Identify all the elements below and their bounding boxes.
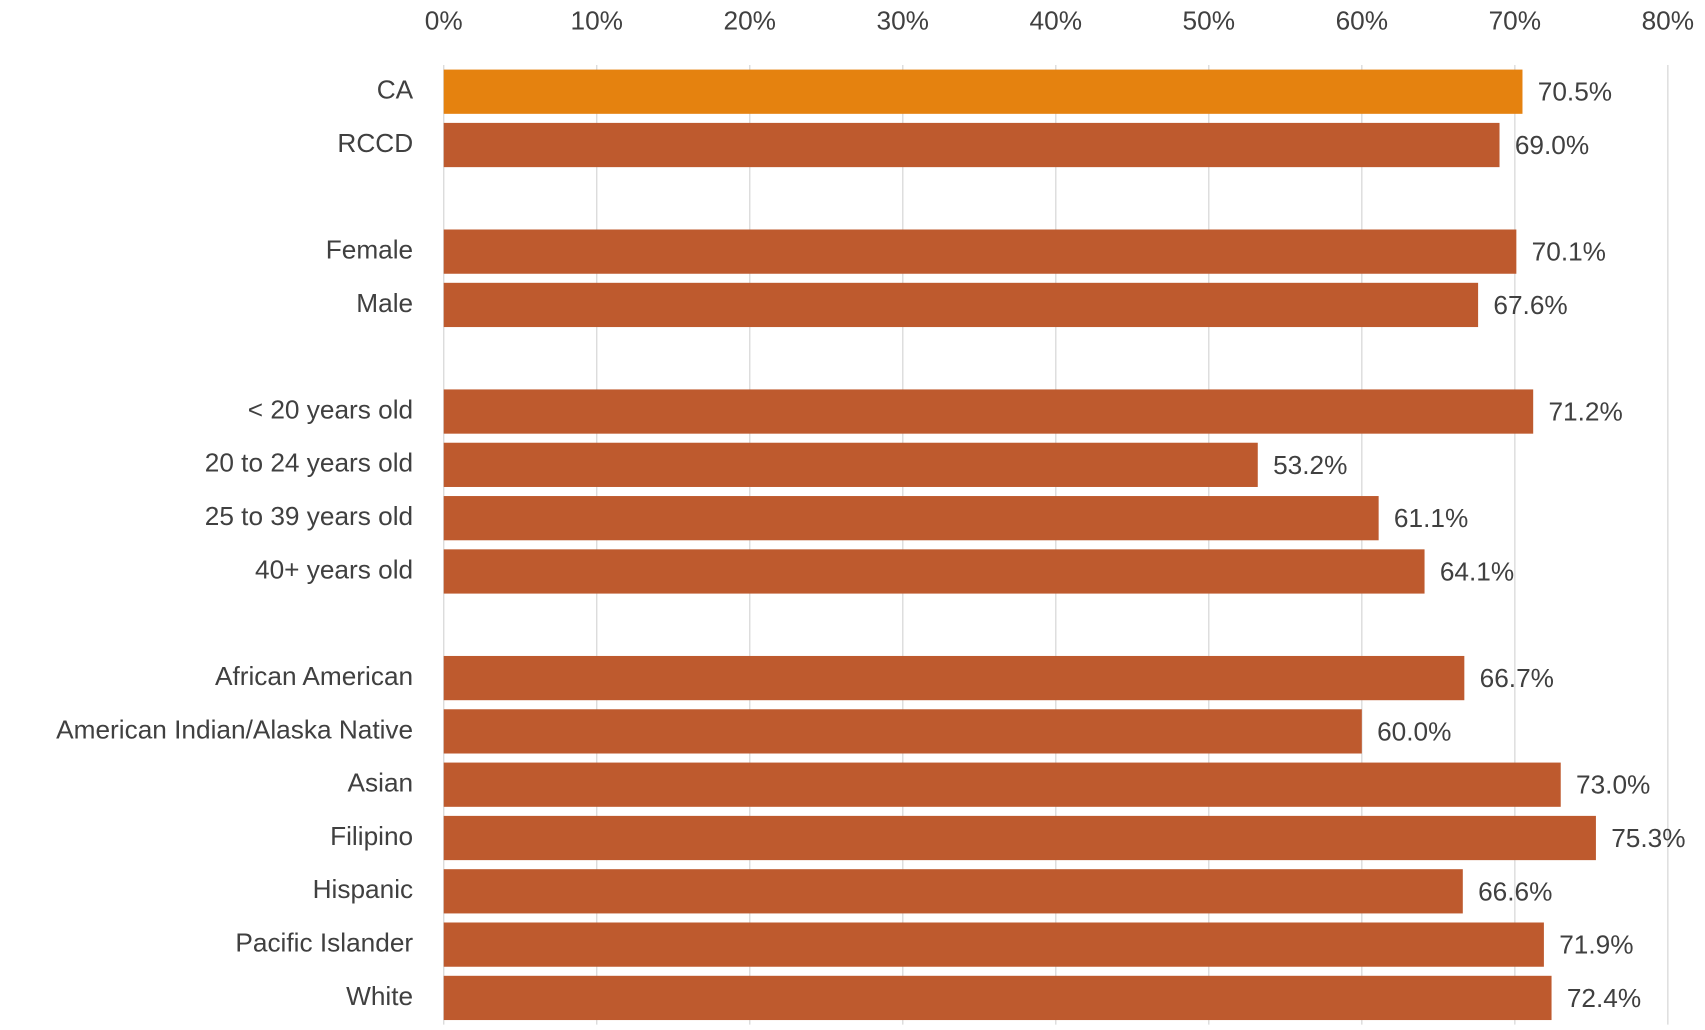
bar (443, 389, 1534, 434)
value-label: 71.2% (1548, 397, 1622, 427)
bar (443, 815, 1596, 861)
bar (443, 282, 1479, 328)
value-label: 70.1% (1532, 237, 1606, 267)
bar (443, 442, 1258, 487)
x-tick-label: 80% (1642, 6, 1694, 36)
value-label: 64.1% (1440, 557, 1514, 587)
value-label: 60.0% (1377, 717, 1451, 747)
y-tick-label: 40+ years old (255, 554, 413, 584)
x-tick-label: 30% (877, 6, 929, 36)
bar (443, 869, 1463, 914)
y-tick-label: < 20 years old (248, 395, 413, 425)
y-tick-label: African American (215, 661, 413, 691)
value-label: 66.7% (1480, 663, 1554, 693)
y-tick-label: 20 to 24 years old (205, 448, 413, 478)
x-tick-label: 70% (1489, 6, 1541, 36)
x-tick-label: 40% (1030, 6, 1082, 36)
value-label: 53.2% (1273, 450, 1347, 480)
y-tick-label: Male (356, 288, 413, 318)
x-tick-label: 10% (571, 6, 623, 36)
y-tick-label: CA (377, 75, 414, 105)
y-tick-label: Hispanic (313, 874, 414, 904)
x-tick-label: 50% (1183, 6, 1235, 36)
y-tick-label: Filipino (330, 821, 413, 851)
y-tick-label: Asian (348, 768, 414, 798)
value-label: 71.9% (1559, 930, 1633, 960)
y-tick-label: Pacific Islander (235, 928, 413, 958)
y-tick-label: 25 to 39 years old (205, 501, 413, 531)
bar (443, 922, 1544, 967)
bar (443, 975, 1552, 1021)
bar (443, 496, 1379, 541)
value-label: 66.6% (1478, 876, 1552, 906)
bar (443, 655, 1465, 701)
bar (443, 549, 1425, 594)
y-tick-label: White (346, 981, 413, 1011)
bar (443, 709, 1362, 754)
value-label: 73.0% (1576, 770, 1650, 800)
x-tick-label: 60% (1336, 6, 1388, 36)
x-tick-label: 20% (724, 6, 776, 36)
value-label: 61.1% (1394, 503, 1468, 533)
value-label: 72.4% (1567, 983, 1641, 1013)
bar (443, 762, 1561, 807)
bar (443, 229, 1517, 274)
bar (443, 122, 1500, 168)
y-tick-label: American Indian/Alaska Native (56, 714, 413, 744)
value-label: 75.3% (1611, 823, 1685, 853)
y-tick-label: Female (326, 235, 413, 265)
x-tick-label: 0% (425, 6, 463, 36)
value-label: 70.5% (1538, 77, 1612, 107)
value-label: 67.6% (1493, 290, 1567, 320)
y-tick-label: RCCD (337, 128, 413, 158)
value-label: 69.0% (1515, 130, 1589, 160)
bar (443, 69, 1523, 114)
